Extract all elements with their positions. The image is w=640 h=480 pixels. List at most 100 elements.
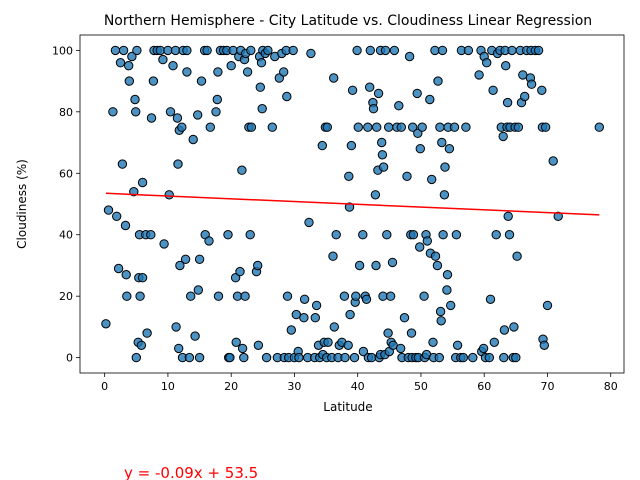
data-point (193, 285, 204, 295)
data-point (164, 190, 174, 200)
data-point (108, 107, 118, 117)
data-point (412, 88, 422, 99)
data-point (306, 48, 316, 59)
data-point (385, 291, 396, 301)
data-point (408, 122, 418, 132)
data-point (461, 122, 471, 132)
data-point (396, 122, 406, 132)
data-point (425, 94, 435, 105)
data-point (358, 230, 368, 240)
data-point (190, 331, 200, 341)
data-point (437, 137, 447, 148)
data-point (399, 313, 410, 323)
data-point (548, 156, 558, 166)
data-point (175, 260, 185, 271)
data-points (101, 45, 604, 363)
data-point (501, 60, 511, 71)
data-point (382, 230, 392, 240)
data-point (304, 217, 314, 228)
data-point (509, 322, 519, 332)
data-point (377, 137, 387, 148)
data-point (354, 260, 365, 271)
data-point (173, 159, 183, 169)
y-tick-label: 100 (52, 44, 73, 57)
x-tick-label: 40 (351, 380, 365, 393)
data-point (396, 343, 406, 354)
data-point (402, 171, 412, 182)
x-tick-label: 30 (287, 380, 301, 393)
data-point (434, 352, 444, 363)
data-point (235, 266, 245, 277)
data-point (499, 352, 509, 363)
data-point (436, 316, 446, 326)
data-point (365, 45, 375, 56)
data-point (130, 94, 140, 105)
data-point (226, 60, 236, 71)
data-point (484, 352, 494, 363)
data-point (253, 340, 264, 350)
y-axis: 0 20 40 60 80 100 (52, 44, 80, 365)
data-point (349, 352, 360, 363)
data-point (435, 306, 446, 317)
data-point (263, 45, 273, 56)
data-point (373, 88, 384, 99)
data-point (122, 291, 132, 301)
data-point (452, 340, 463, 350)
data-point (439, 190, 450, 200)
data-point (351, 291, 361, 301)
data-point (245, 230, 255, 240)
data-point (137, 273, 148, 283)
data-point (205, 122, 216, 132)
data-point (446, 300, 456, 311)
data-point (137, 177, 148, 188)
data-point (358, 346, 369, 357)
data-point (331, 230, 341, 240)
data-point (115, 58, 126, 68)
data-point (253, 260, 263, 271)
data-point (239, 352, 249, 363)
data-point (344, 202, 355, 212)
data-point (256, 58, 267, 68)
data-point (310, 313, 320, 323)
data-point (478, 343, 489, 354)
data-point (406, 328, 417, 338)
data-point (415, 242, 425, 252)
data-point (204, 236, 214, 246)
data-point (148, 76, 159, 86)
data-point (346, 140, 357, 151)
data-point (491, 230, 501, 240)
data-point (372, 122, 382, 132)
data-point (317, 140, 327, 151)
data-point (437, 45, 448, 56)
data-point (177, 122, 187, 132)
data-point (242, 67, 253, 77)
data-point (339, 291, 350, 301)
data-point (488, 85, 498, 96)
data-point (196, 76, 207, 86)
data-point (158, 54, 168, 65)
data-point (347, 85, 358, 96)
data-point (223, 230, 233, 240)
data-point (135, 291, 145, 301)
data-point (136, 340, 147, 350)
data-point (194, 352, 205, 363)
data-point (110, 45, 121, 56)
data-point (103, 205, 114, 215)
y-tick-label: 0 (66, 352, 73, 365)
data-point (255, 82, 265, 92)
data-point (127, 51, 137, 62)
data-point (131, 107, 141, 117)
data-point (299, 313, 309, 323)
data-point (246, 45, 256, 56)
data-point (171, 322, 181, 332)
data-point (172, 113, 183, 123)
data-point (322, 122, 332, 132)
data-point (188, 134, 198, 145)
data-point (474, 70, 484, 80)
data-point (184, 352, 195, 363)
data-point (168, 60, 178, 71)
data-point (323, 337, 333, 347)
y-tick-label: 80 (59, 106, 73, 119)
data-point (180, 254, 191, 264)
data-point (294, 352, 304, 363)
